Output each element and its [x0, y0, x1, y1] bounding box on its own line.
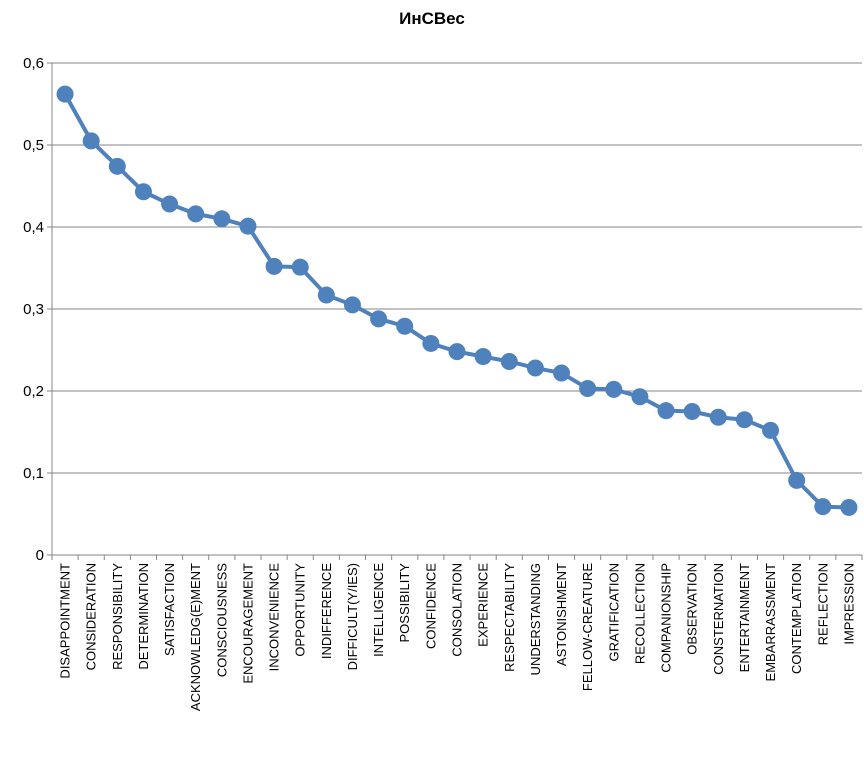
data-point — [396, 317, 414, 335]
x-category-label: DISAPPOINTMENT — [58, 563, 73, 679]
x-category-label: CONSOLATION — [450, 563, 465, 657]
data-point — [683, 403, 701, 420]
data-point — [187, 205, 205, 223]
y-tick-label: 0,5 — [23, 137, 44, 154]
data-point — [788, 471, 806, 489]
data-point — [840, 498, 858, 516]
data-point — [762, 421, 780, 439]
data-point — [709, 408, 727, 426]
x-category-label: CONFIDENCE — [423, 563, 438, 649]
x-category-label: CONSIDERATION — [84, 563, 99, 670]
data-point — [317, 286, 335, 304]
y-tick-label: 0 — [36, 547, 44, 564]
x-category-label: UNDERSTANDING — [528, 563, 543, 675]
y-tick-label: 0,3 — [23, 301, 44, 318]
x-category-label: RECOLLECTION — [632, 563, 647, 664]
data-point — [500, 352, 518, 370]
axes — [47, 62, 863, 560]
data-point — [370, 310, 388, 328]
series-line — [63, 93, 850, 510]
x-category-label: INDIFFERENCE — [319, 563, 334, 659]
x-category-label: EXPERIENCE — [476, 563, 491, 647]
data-point — [161, 195, 179, 213]
x-category-label: INCONVENIENCE — [267, 563, 282, 672]
x-category-label: EMBARRASSMENT — [763, 563, 778, 682]
gridlines — [52, 62, 862, 474]
data-point — [579, 380, 597, 398]
data-point — [108, 157, 126, 175]
x-category-label: ASTONISHMENT — [554, 563, 569, 666]
data-point — [735, 411, 753, 429]
x-category-label: DETERMINATION — [136, 563, 151, 670]
x-category-label: FELLOW-CREATURE — [580, 563, 595, 691]
x-category-label: REFLECTION — [815, 563, 830, 645]
x-category-label: ACKNOWLEDG(E)MENT — [188, 563, 203, 711]
data-point — [553, 364, 571, 382]
data-point — [291, 258, 309, 276]
data-point — [265, 257, 283, 275]
y-tick-label: 0,2 — [23, 383, 44, 400]
x-category-label: CONSTERNATION — [711, 563, 726, 675]
x-category-label: ENTERTAINMENT — [737, 563, 752, 672]
data-point — [239, 217, 257, 235]
x-category-label: DIFFICULT(Y/IES) — [345, 563, 360, 670]
x-category-label: ENCOURAGEMENT — [240, 563, 255, 684]
x-category-label: RESPONSIBILITY — [110, 563, 125, 670]
y-tick-label: 0,1 — [23, 465, 44, 482]
data-point — [343, 296, 361, 314]
x-category-label: POSSIBILITY — [397, 563, 412, 643]
chart-title: ИнСВес — [399, 9, 465, 28]
data-point — [56, 85, 74, 103]
x-category-label: OPPORTUNITY — [293, 563, 308, 657]
x-category-label: RESPECTABILITY — [502, 563, 517, 672]
data-point — [657, 402, 675, 420]
data-point — [213, 210, 231, 228]
x-category-label: OBSERVATION — [685, 563, 700, 655]
x-category-label: IMPRESSION — [841, 563, 856, 645]
x-category-label: COMPANIONSHIP — [659, 563, 674, 673]
x-axis-category-labels: DISAPPOINTMENT CONSIDERATION RESPONSIBILIT… — [58, 563, 857, 711]
data-point — [631, 388, 649, 406]
y-tick-label: 0,4 — [23, 219, 44, 236]
y-tick-label: 0,6 — [23, 55, 44, 72]
data-point — [814, 498, 832, 516]
x-category-label: CONTEMPLATION — [789, 563, 804, 674]
y-axis-tick-labels: 0 0,1 0,2 0,3 0,4 0,5 0,6 — [23, 55, 44, 564]
x-category-label: INTELLIGENCE — [371, 563, 386, 657]
data-point — [134, 183, 152, 201]
data-point — [422, 334, 440, 352]
x-category-label: GRATIFICATION — [606, 563, 621, 661]
data-point — [448, 343, 466, 361]
x-category-label: SATISFACTION — [162, 563, 177, 656]
data-series — [56, 85, 858, 516]
data-point — [526, 359, 544, 377]
data-point — [605, 380, 623, 398]
x-category-label: CONSCIOUSNESS — [214, 563, 229, 677]
data-point — [82, 132, 100, 150]
data-point — [474, 348, 492, 366]
